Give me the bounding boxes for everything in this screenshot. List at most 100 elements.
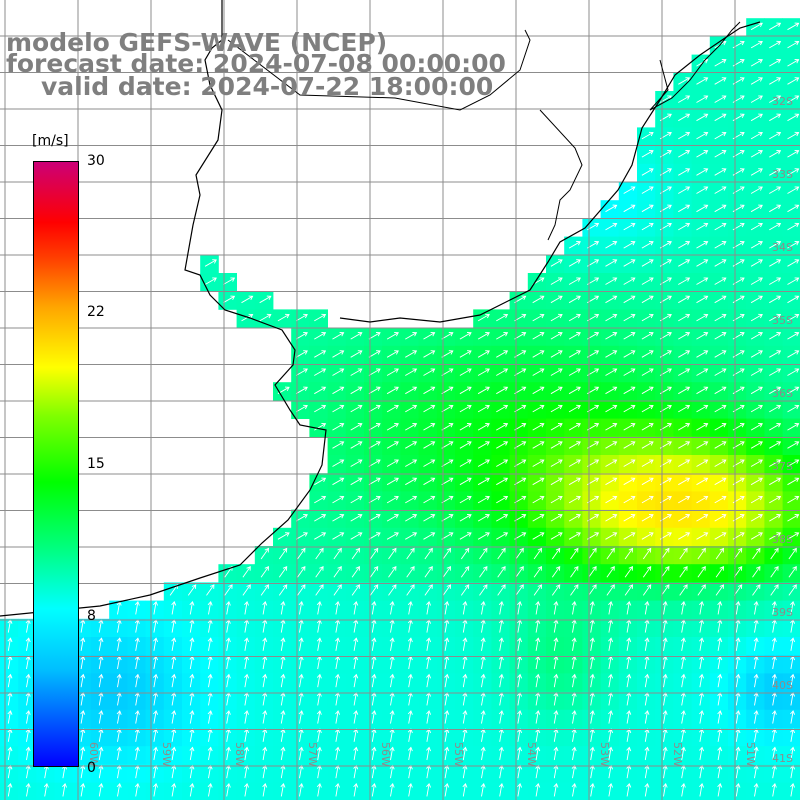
wind-arrow	[787, 313, 800, 322]
wind-arrow	[623, 386, 636, 395]
wind-arrow	[353, 600, 359, 615]
wind-arrow	[550, 495, 563, 504]
wind-arrow	[623, 495, 636, 504]
wind-arrow	[314, 423, 327, 431]
wind-arrow	[153, 746, 159, 761]
lon-label: 58W	[233, 742, 246, 767]
wind-arrow	[641, 459, 654, 467]
wind-arrow	[350, 332, 363, 340]
wind-arrow	[662, 710, 668, 724]
wind-arrow	[551, 547, 561, 560]
wind-arrow	[80, 782, 86, 797]
wind-arrow	[314, 514, 327, 522]
wind-arrow	[262, 637, 268, 651]
wind-arrow	[477, 514, 490, 522]
wind-arrow	[605, 277, 618, 285]
wind-arrow	[605, 514, 618, 522]
wind-arrow	[368, 332, 381, 340]
lon-label: 53W	[598, 742, 611, 767]
wind-arrow	[553, 673, 559, 688]
wind-arrow	[626, 637, 632, 651]
wind-arrow	[787, 350, 800, 358]
wind-arrow	[750, 59, 763, 67]
wind-arrow	[771, 673, 777, 688]
wind-arrow	[678, 514, 691, 522]
wind-arrow	[7, 782, 13, 797]
wind-arrow	[407, 746, 413, 761]
wind-arrow	[769, 423, 782, 431]
wind-arrow	[460, 584, 470, 596]
wind-arrow	[571, 746, 577, 761]
wind-arrow	[496, 532, 509, 540]
lat-label: 32S	[772, 95, 793, 108]
lagoon-coast	[649, 21, 741, 111]
wind-arrow	[623, 477, 636, 486]
wind-arrow	[332, 477, 345, 486]
coastline-uruguay	[339, 21, 761, 323]
colorbar	[33, 161, 79, 767]
wind-arrow	[405, 332, 418, 340]
wind-arrow	[353, 746, 359, 761]
wind-arrow	[459, 459, 472, 467]
wind-arrow	[260, 547, 269, 560]
wind-arrow	[315, 565, 324, 578]
wind-arrow	[297, 547, 306, 560]
wind-arrow	[787, 495, 800, 504]
wind-arrow	[405, 514, 418, 522]
wind-arrow	[787, 368, 800, 376]
wind-arrow	[517, 637, 523, 651]
wind-arrow	[753, 637, 759, 651]
lat-label: 34S	[772, 241, 793, 254]
wind-arrow	[697, 584, 706, 596]
wind-arrow	[171, 600, 177, 615]
wind-arrow	[787, 222, 800, 231]
wind-arrow	[496, 495, 509, 504]
wind-arrow	[262, 600, 268, 615]
wind-arrow	[769, 495, 782, 504]
wind-arrow	[477, 368, 490, 376]
wind-arrow	[477, 441, 490, 449]
wind-arrow	[371, 600, 377, 615]
lat-label: 38S	[772, 533, 793, 546]
wind-arrow	[262, 673, 268, 688]
wind-arrow	[696, 241, 709, 249]
wind-arrow	[679, 565, 688, 578]
wind-arrow	[589, 710, 595, 724]
wind-arrow	[568, 295, 581, 304]
wind-arrow	[696, 295, 709, 304]
wind-arrow	[626, 782, 632, 797]
wind-arrow	[444, 710, 450, 724]
wind-arrow	[641, 532, 654, 540]
wind-arrow	[389, 782, 395, 797]
wind-arrow	[750, 532, 763, 540]
wind-arrow	[134, 746, 140, 761]
wind-arrow	[678, 113, 691, 122]
wind-arrow	[678, 131, 691, 140]
wind-arrow	[787, 532, 800, 540]
wind-arrow	[750, 113, 763, 122]
wind-arrow	[750, 277, 763, 285]
wind-arrow	[641, 368, 654, 376]
wind-arrow	[335, 600, 341, 615]
wind-arrow	[298, 746, 304, 761]
wind-arrow	[80, 673, 86, 688]
title-valid-date: valid date: 2024-07-22 18:00:00	[41, 72, 494, 101]
wind-arrow	[750, 168, 763, 176]
wind-arrow	[769, 77, 782, 85]
wind-arrow	[277, 532, 290, 540]
lat-label: 41S	[772, 752, 793, 765]
wind-arrow	[568, 459, 581, 467]
wind-arrow	[662, 782, 668, 797]
wind-arrow	[314, 332, 327, 340]
wind-arrow	[568, 259, 581, 267]
wind-arrow	[641, 350, 654, 358]
wind-arrow	[459, 441, 472, 449]
wind-arrow	[750, 259, 763, 267]
wind-arrow	[498, 600, 504, 615]
wind-arrow	[787, 277, 800, 285]
lon-label: 51W	[744, 742, 757, 767]
wind-arrow	[750, 40, 763, 49]
wind-arrow	[295, 404, 308, 413]
wind-arrow	[332, 350, 345, 358]
wind-arrow	[571, 782, 577, 797]
